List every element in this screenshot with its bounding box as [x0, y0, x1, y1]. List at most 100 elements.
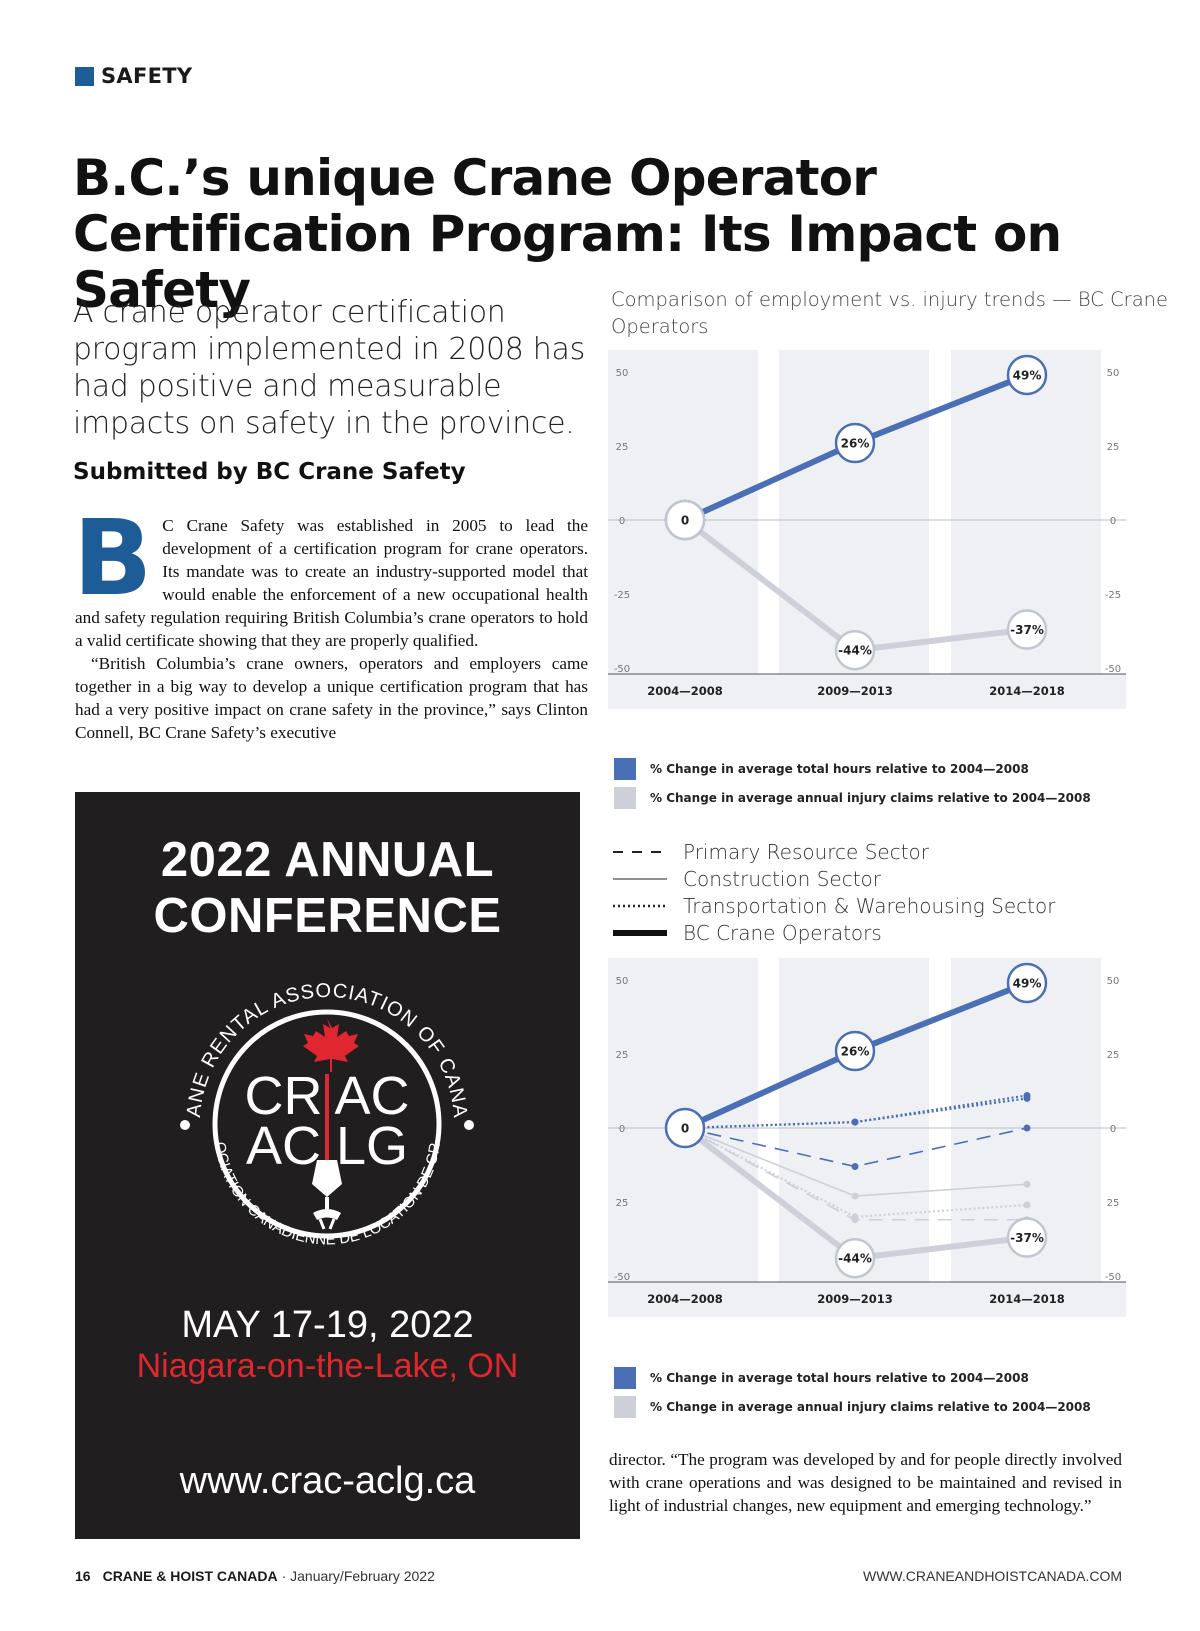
- data-point-marker: [1006, 354, 1048, 396]
- data-point-marker: [1006, 962, 1048, 1004]
- data-point-marker: [664, 499, 706, 541]
- line-legend-label: BC Crane Operators: [683, 920, 882, 945]
- legend-item-hours: % Change in average total hours relative…: [614, 1367, 1091, 1389]
- data-label: 49%: [1013, 976, 1042, 990]
- data-point-marker: [834, 422, 876, 464]
- y-tick-label-left: 0: [619, 1124, 625, 1135]
- x-tick-label: 2014—2018: [989, 684, 1065, 698]
- logo-ring: [212, 1009, 442, 1239]
- sector-series-line: [684, 1127, 1028, 1218]
- data-label: -44%: [838, 644, 872, 658]
- y-tick-label-right: 25: [1107, 1050, 1120, 1061]
- crac-aclg-logo: CRANE RENTAL ASSOCIATION OF CANADA ASSOC…: [160, 957, 474, 1248]
- chart-legend-2: % Change in average total hours relative…: [614, 1367, 1091, 1418]
- x-axis-band: [608, 674, 1126, 709]
- data-label: -37%: [1010, 1231, 1044, 1245]
- ad-date: MAY 17-19, 2022: [181, 1304, 474, 1346]
- ad-title-line: 2022 ANNUAL: [160, 833, 495, 887]
- y-tick-label-left: 25: [616, 442, 629, 453]
- line-legend-label: Transportation & Warehousing Sector: [683, 893, 1056, 918]
- y-tick-label-left: -50: [614, 1272, 630, 1283]
- body-column-2: director. “The program was developed by …: [609, 1448, 1122, 1517]
- legend-label: % Change in average annual injury claims…: [650, 1400, 1091, 1414]
- data-label: 0: [681, 1122, 689, 1136]
- paragraph-text: C Crane Safety was established in 2005 t…: [75, 516, 588, 650]
- legend-label: % Change in average total hours relative…: [650, 762, 1029, 776]
- section-marker: [75, 66, 94, 86]
- x-tick-label: 2004—2008: [647, 684, 723, 698]
- legend-label: % Change in average annual injury claims…: [650, 791, 1091, 805]
- y-tick-label-left: 50: [616, 976, 629, 987]
- article-headline: B.C.’s unique Crane Operator Certificati…: [73, 149, 1062, 319]
- blue-swatch: [614, 1367, 636, 1389]
- thick-line-sample: [613, 929, 667, 936]
- y-tick-label-right: 0: [1110, 516, 1116, 527]
- magazine-name: CRANE & HOIST CANADA: [102, 1568, 278, 1584]
- logo-dot: [180, 1120, 190, 1130]
- article-byline: Submitted by BC Crane Safety: [73, 459, 466, 485]
- y-tick-label-left: 25: [616, 1198, 629, 1209]
- data-point-marker: [834, 1237, 876, 1279]
- logo-red-bar: [325, 1074, 329, 1164]
- conference-advertisement[interactable]: 2022 ANNUAL CONFERENCE CRANE RENTAL ASSO…: [75, 792, 580, 1539]
- logo-dot: [464, 1120, 474, 1130]
- x-tick-label: 2004—2008: [647, 1292, 723, 1306]
- data-point-marker: [834, 629, 876, 671]
- sector-data-point: [851, 1216, 859, 1224]
- y-tick-label-right: 0: [1110, 1124, 1116, 1135]
- line-legend-item: Primary Resource Sector: [611, 838, 1055, 865]
- dotted-line-sample: [613, 904, 667, 907]
- chart-title: Comparison of employment vs. injury tren…: [611, 288, 1169, 338]
- y-tick-label-left: 25: [616, 1050, 629, 1061]
- data-label: -44%: [838, 1252, 872, 1266]
- x-tick-label: 2009—2013: [817, 684, 893, 698]
- data-point-marker: [834, 1030, 876, 1072]
- y-tick-label-right: -50: [1105, 664, 1121, 675]
- footer-website-link[interactable]: WWW.CRANEANDHOISTCANADA.COM: [863, 1568, 1122, 1584]
- y-tick-label-right: 50: [1107, 976, 1120, 987]
- body-paragraph: “British Columbia’s crane owners, operat…: [75, 654, 588, 742]
- legend-item-claims: % Change in average annual injury claims…: [614, 1396, 1091, 1418]
- y-tick-label-right: 50: [1107, 368, 1120, 379]
- line-legend-label: Primary Resource Sector: [683, 839, 930, 864]
- y-tick-label-left: -50: [614, 664, 630, 675]
- y-tick-label-left: -25: [614, 590, 630, 601]
- legend-item-hours: % Change in average total hours relative…: [614, 758, 1091, 780]
- data-label: 26%: [841, 1045, 870, 1059]
- gray-swatch: [614, 1396, 636, 1418]
- section-label: SAFETY: [101, 64, 193, 88]
- data-label: 26%: [841, 437, 870, 451]
- y-tick-label-left: 50: [616, 368, 629, 379]
- body-paragraph: director. “The program was developed by …: [609, 1450, 1122, 1515]
- data-point-marker: [1006, 1217, 1048, 1258]
- data-label: -37%: [1010, 623, 1044, 637]
- thin-line-sample: [613, 878, 667, 879]
- sector-data-point: [1023, 1201, 1031, 1209]
- dashed-line-sample: [613, 850, 667, 853]
- y-tick-label-right: -25: [1105, 590, 1121, 601]
- trend-chart-2: 50 50 25 25 0 0 25 25 -50 -50 2004—2008 2009—2013 20…: [608, 958, 1126, 1317]
- legend-label: % Change in average total hours relative…: [650, 1371, 1029, 1385]
- line-legend-label: Construction Sector: [683, 866, 881, 891]
- sector-line-legend: Primary Resource Sector Construction Sec…: [611, 838, 1055, 946]
- footer-left: 16 CRANE & HOIST CANADA · January/Februa…: [75, 1568, 435, 1584]
- ad-title-line: CONFERENCE: [153, 889, 502, 943]
- gray-swatch: [614, 787, 636, 809]
- data-point-marker: [664, 1107, 706, 1149]
- section-tag: SAFETY: [75, 64, 192, 88]
- line-legend-item: BC Crane Operators: [611, 919, 1055, 946]
- line-legend-item: Construction Sector: [611, 865, 1055, 892]
- issue-date: · January/February 2022: [281, 1568, 435, 1584]
- ad-title: 2022 ANNUAL CONFERENCE: [75, 832, 580, 944]
- drop-cap: B: [75, 514, 153, 619]
- ad-location: Niagara-on-the-Lake, ON: [136, 1347, 519, 1385]
- sector-data-point: [1023, 1094, 1031, 1102]
- ad-url-link[interactable]: www.crac-aclg.ca: [179, 1460, 476, 1502]
- legend-item-claims: % Change in average annual injury claims…: [614, 787, 1091, 809]
- crane-hook-icon: [312, 1160, 342, 1230]
- sector-data-point: [851, 1162, 859, 1170]
- y-tick-label-right: 25: [1107, 442, 1120, 453]
- y-tick-label-right: -50: [1105, 1272, 1121, 1283]
